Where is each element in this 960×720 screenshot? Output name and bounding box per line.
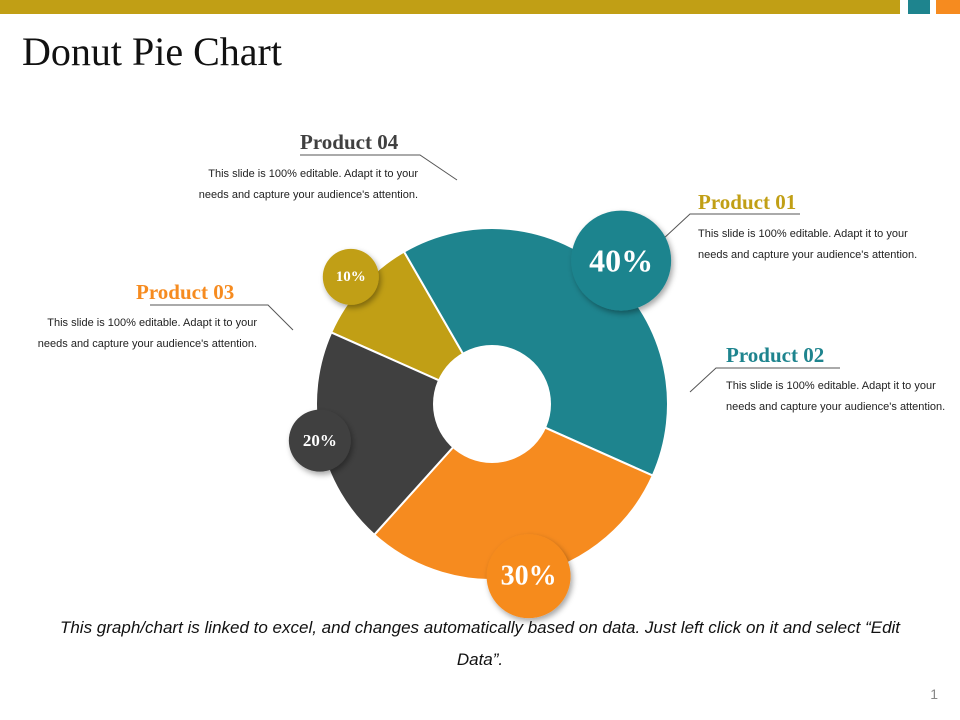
top-accent-square-orange: [936, 0, 960, 14]
callout-line-product-01: [661, 213, 800, 241]
top-accent-bar: [0, 0, 900, 14]
donut-hole: [433, 345, 551, 463]
product-02-title: Product 02: [726, 343, 825, 367]
top-accent-square-teal: [908, 0, 930, 14]
footer-note: This graph/chart is linked to excel, and…: [59, 618, 901, 669]
callout-line-product-02: [689, 367, 840, 393]
badge-product-04: [288, 409, 351, 472]
badge-product-02: [571, 210, 672, 311]
data-label-product-04: 20%: [303, 431, 337, 450]
product-03-description: This slide is 100% editable. Adapt it to…: [37, 317, 257, 350]
product-04-title: Product 04: [300, 130, 399, 154]
data-label-product-03: 30%: [501, 561, 557, 592]
page-title: Donut Pie Chart: [22, 29, 282, 74]
data-label-product-02: 40%: [589, 243, 653, 279]
callout-line-product-04: [300, 154, 458, 181]
callout-line-product-03: [150, 304, 294, 331]
page-number: 1: [930, 686, 938, 702]
badge-product-03: [486, 534, 571, 619]
product-03-title: Product 03: [136, 280, 235, 304]
product-04-description: This slide is 100% editable. Adapt it to…: [198, 168, 418, 201]
product-01-title: Product 01: [698, 190, 797, 214]
product-01-description: This slide is 100% editable. Adapt it to…: [698, 228, 918, 261]
data-label-product-01: 10%: [336, 269, 366, 285]
product-02-description: This slide is 100% editable. Adapt it to…: [726, 380, 946, 413]
badge-product-01: [322, 248, 379, 305]
